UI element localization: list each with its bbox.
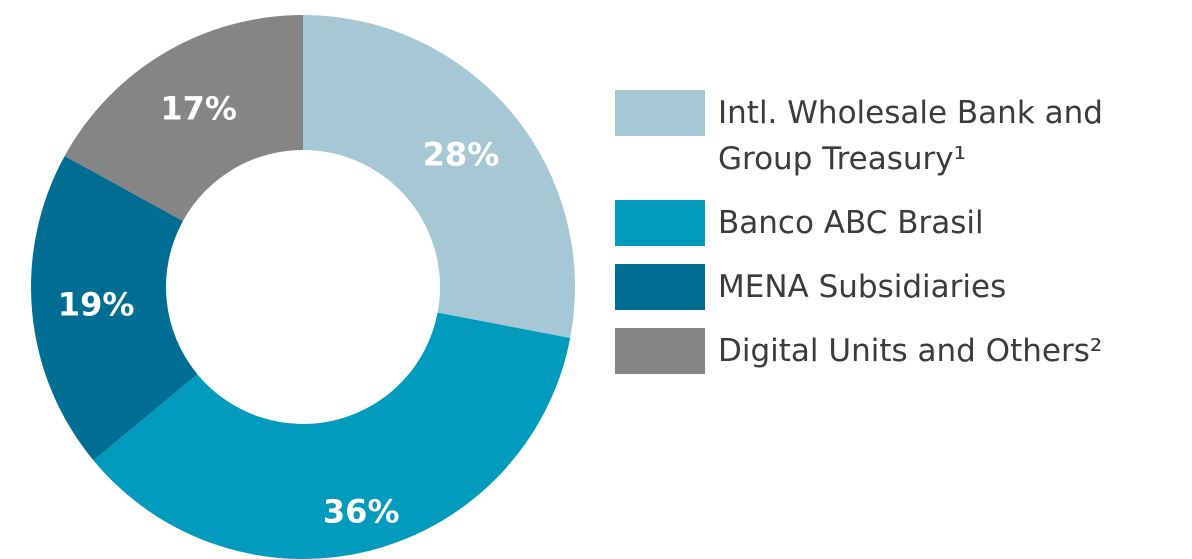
donut-slice: [31, 155, 198, 461]
legend-label: Banco ABC Brasil: [718, 205, 984, 241]
donut-slice: [93, 312, 571, 559]
donut-slice: [64, 15, 303, 221]
legend-swatch: [615, 200, 705, 246]
legend-swatch: [615, 264, 705, 310]
legend-label: Intl. Wholesale Bank and Group Treasury¹: [718, 95, 1103, 177]
donut-slice: [303, 15, 575, 338]
legend-swatch: [615, 90, 705, 136]
data-label: 17%: [160, 90, 237, 128]
legend-label: MENA Subsidiaries: [718, 269, 1007, 305]
legend-item: Digital Units and Others²: [615, 328, 1192, 374]
legend: Intl. Wholesale Bank and Group Treasury¹…: [615, 90, 1192, 392]
data-label: 28%: [423, 135, 500, 173]
legend-item: MENA Subsidiaries: [615, 264, 1192, 310]
legend-label: Digital Units and Others²: [718, 333, 1103, 369]
chart: 28% 36% 19% 17%: [31, 15, 575, 559]
legend-swatch: [615, 328, 705, 374]
legend-item: Intl. Wholesale Bank and Group Treasury¹: [615, 90, 1192, 182]
legend-item: Banco ABC Brasil: [615, 200, 1192, 246]
data-label: 36%: [323, 493, 400, 531]
data-label: 19%: [58, 286, 135, 324]
